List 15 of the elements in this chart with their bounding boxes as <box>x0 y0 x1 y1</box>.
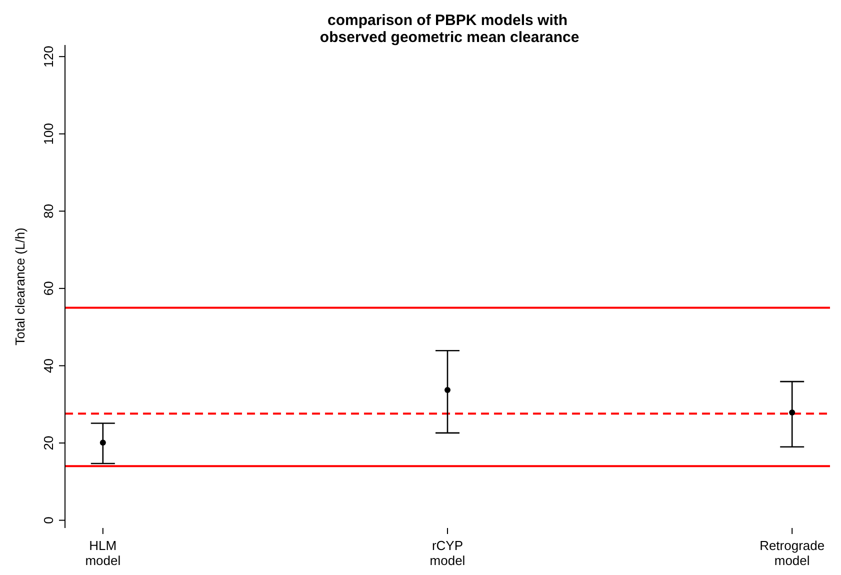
y-tick-label: 60 <box>41 281 56 296</box>
y-tick-label: 40 <box>41 358 56 373</box>
point <box>789 409 796 416</box>
x-tick-label: HLM model <box>85 538 121 568</box>
point <box>444 387 450 394</box>
point <box>100 440 106 446</box>
y-tick-label: 100 <box>41 123 56 145</box>
y-axis-title: Total clearance (L/h) <box>12 228 28 346</box>
y-tick-label: 120 <box>41 46 56 68</box>
chart-title: comparison of PBPK models with observed geometric mean clearance <box>318 12 580 46</box>
y-tick-label: 20 <box>41 436 56 450</box>
y-tick-label: 0 <box>41 516 56 524</box>
x-tick-label: rCYP model <box>430 538 466 568</box>
x-tick-label: Retrograde model <box>760 538 825 568</box>
y-tick-label: 80 <box>41 204 56 218</box>
